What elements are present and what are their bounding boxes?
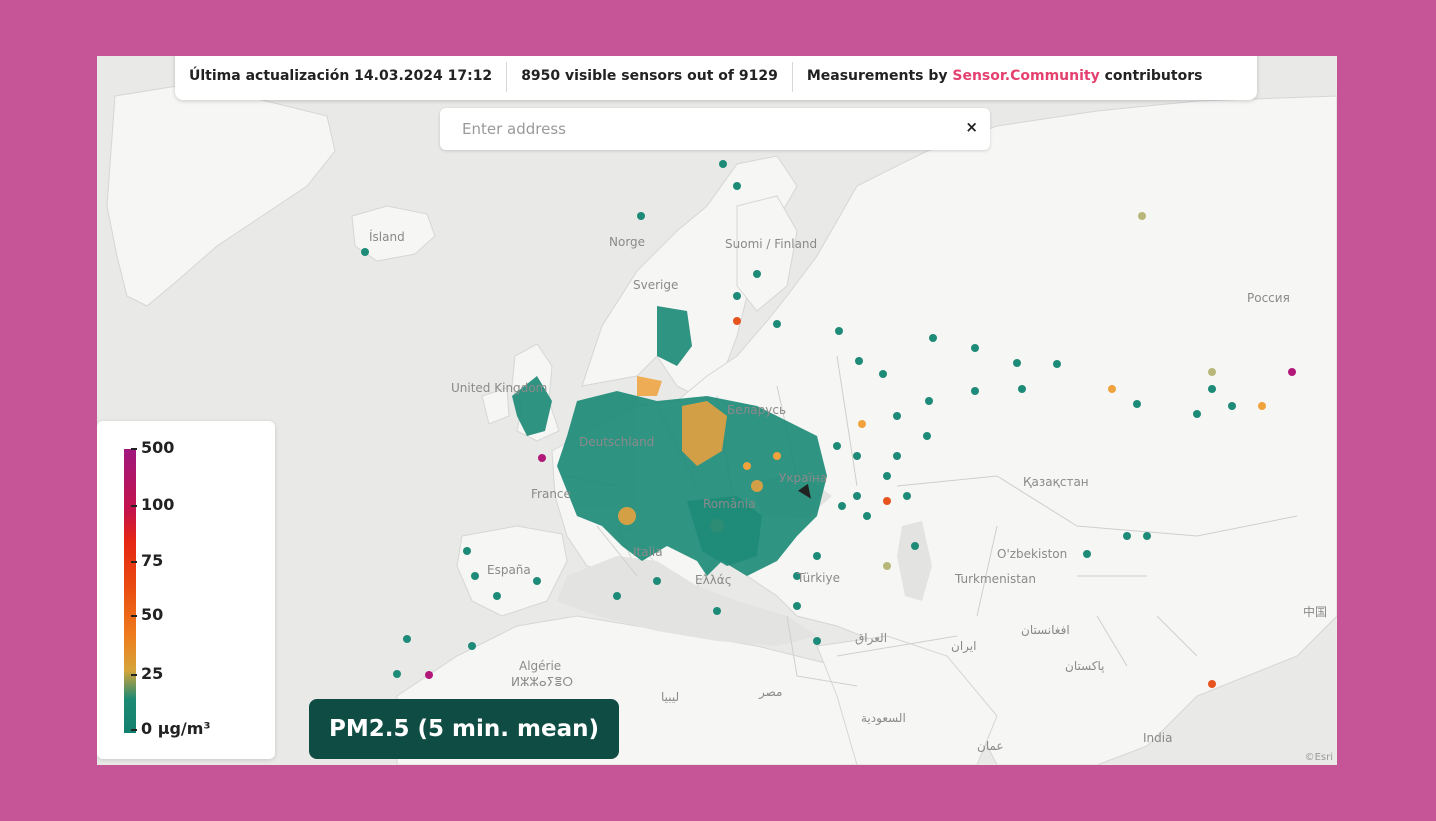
place-label: Sverige	[633, 278, 678, 292]
place-label: Қазақстан	[1023, 475, 1089, 489]
place-label: Россия	[1247, 291, 1290, 305]
sea-caspian	[897, 521, 932, 601]
sensor-markers-very-high[interactable]	[425, 368, 1296, 679]
place-label: پاکستان	[1065, 659, 1105, 673]
place-label: السعودية	[861, 711, 906, 726]
place-label: Algérie	[519, 659, 561, 673]
place-label: ⵍⵣⵣⴰⵢⴻⵔ	[511, 675, 573, 689]
sensor-cluster-poland-elevated[interactable]	[618, 376, 763, 533]
place-label: 中国	[1303, 604, 1327, 619]
close-icon[interactable]: ×	[965, 118, 978, 136]
sensor-layer	[361, 160, 1296, 688]
sensor-markers-low[interactable]	[361, 160, 1236, 678]
place-label: ليبيا	[661, 690, 679, 704]
land-ireland	[481, 387, 510, 425]
place-label: România	[703, 497, 755, 511]
legend-label-50: 50	[141, 605, 164, 624]
legend-label-25: 25	[141, 664, 164, 683]
info-divider	[791, 62, 793, 92]
total-count: 9129	[738, 68, 778, 84]
place-label: افغانستان	[1021, 623, 1070, 637]
address-search: ×	[440, 108, 990, 150]
place-label: ایران	[951, 639, 976, 654]
place-label: Україна	[779, 471, 827, 485]
place-label: عمان	[977, 739, 1004, 753]
place-label: Suomi / Finland	[725, 237, 817, 251]
place-label: India	[1143, 731, 1172, 745]
place-label: Беларусь	[727, 403, 786, 417]
place-label: Norge	[609, 235, 645, 249]
place-labels: Ísland Norge Suomi / Finland Sverige Uni…	[369, 229, 1327, 753]
land-finland	[736, 195, 798, 312]
basemap[interactable]	[97, 56, 1337, 765]
last-update-label: Última actualización	[189, 68, 350, 84]
last-update: Última actualización 14.03.2024 17:12	[175, 68, 506, 84]
place-label: Ελλάς	[695, 573, 732, 587]
sensor-community-link[interactable]: Sensor.Community	[952, 68, 1100, 84]
map-screen: Ísland Norge Suomi / Finland Sverige Uni…	[97, 56, 1337, 765]
place-label: France	[531, 487, 571, 501]
legend-label-100: 100	[141, 495, 175, 514]
address-search-input[interactable]	[440, 108, 940, 150]
place-label: United Kingdom	[451, 381, 547, 395]
sensor-markers-neutral[interactable]	[883, 212, 1216, 570]
place-label: O'zbekiston	[997, 547, 1067, 561]
measurements-prefix: Measurements by	[806, 68, 948, 84]
place-label: مصر	[758, 685, 782, 700]
legend-label-0: 0 µg/m³	[141, 719, 211, 738]
land-greenland	[106, 85, 336, 307]
info-divider	[506, 62, 508, 92]
sensor-markers-moderate[interactable]	[743, 385, 1266, 470]
land-iceland	[351, 205, 436, 262]
info-bar: Última actualización 14.03.2024 17:12 89…	[175, 56, 1257, 100]
place-label: Italia	[633, 545, 663, 559]
measurements-suffix: contributors	[1104, 68, 1203, 84]
place-label: Türkiye	[796, 571, 840, 585]
place-label: Deutschland	[579, 435, 654, 449]
legend-label-500: 500	[141, 438, 175, 457]
legend-label-75: 75	[141, 551, 164, 570]
legend: 500 100 75 50 25 0 µg/m³	[97, 421, 275, 759]
land-iberia	[456, 525, 568, 617]
sea-mediterranean	[557, 556, 817, 646]
sensor-markers-high[interactable]	[733, 317, 1216, 688]
place-label: España	[487, 563, 531, 577]
measurements-credit: Measurements by Sensor.Community contrib…	[793, 68, 1217, 84]
last-update-value: 14.03.2024 17:12	[354, 68, 493, 84]
pm-metric-button[interactable]: PM2.5 (5 min. mean)	[309, 699, 619, 759]
sensor-cluster-balkans[interactable]	[687, 496, 762, 566]
attribution: ©Esri	[1304, 752, 1333, 763]
sensor-count: 8950 visible sensors out of 9129	[507, 68, 792, 84]
place-label: Ísland	[369, 229, 405, 244]
place-label: العراق	[855, 631, 887, 646]
legend-color-scale	[124, 449, 136, 733]
visible-count: 8950	[521, 68, 561, 84]
place-label: Turkmenistan	[954, 572, 1036, 586]
visible-text: visible sensors out of	[565, 68, 734, 84]
land-arabia	[816, 635, 998, 765]
